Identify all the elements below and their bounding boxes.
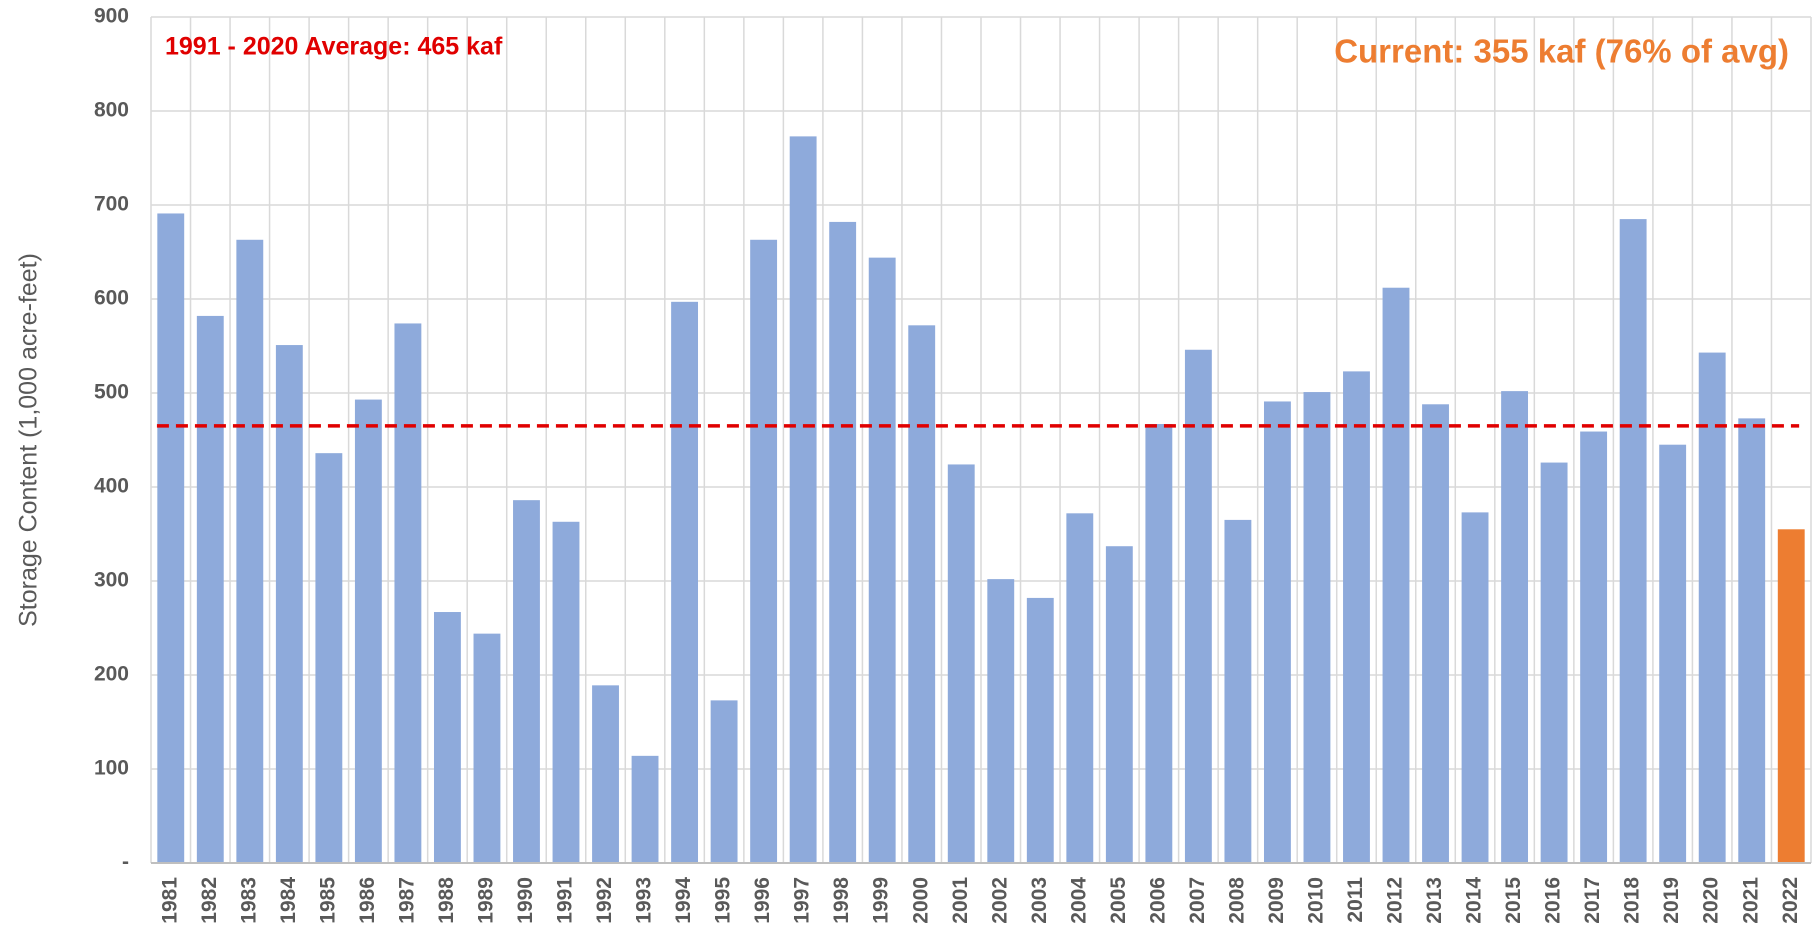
x-tick-label: 2009	[1265, 877, 1288, 924]
bar	[1422, 404, 1449, 863]
x-tick-label: 2010	[1304, 877, 1327, 924]
current-annotation: Current: 355 kaf (76% of avg)	[1334, 33, 1789, 70]
bar	[513, 500, 540, 863]
y-tick-label: 100	[94, 757, 129, 780]
x-tick-label: 2022	[1779, 877, 1802, 924]
bar	[868, 257, 896, 863]
x-tick-label: 2008	[1225, 877, 1248, 924]
average-label: 1991 - 2020 Average: 465 kaf	[165, 33, 503, 61]
bar	[1540, 462, 1568, 863]
bar	[275, 345, 303, 863]
bar	[908, 325, 936, 863]
y-tick-label: 200	[94, 663, 129, 686]
x-tick-label: 1998	[830, 877, 853, 924]
bar	[1343, 371, 1370, 863]
x-tick-label: 2021	[1739, 877, 1762, 924]
x-tick-label: 2007	[1186, 877, 1209, 924]
bar	[1461, 512, 1489, 863]
bar	[592, 685, 619, 863]
x-tick-label: 2004	[1067, 877, 1090, 924]
x-tick-label: 1992	[593, 877, 616, 924]
bar	[1105, 546, 1133, 863]
bar	[1263, 401, 1291, 863]
x-tick-label: 2002	[988, 877, 1011, 924]
x-tick-label: 2016	[1542, 877, 1565, 924]
x-tick-label: 1991	[554, 877, 577, 924]
x-tick-label: 1981	[158, 877, 181, 924]
x-tick-label: 1996	[751, 877, 774, 924]
bar	[1382, 287, 1410, 864]
bar	[1619, 219, 1647, 864]
x-tick-label: 2018	[1621, 877, 1644, 924]
y-tick-label: 500	[94, 381, 129, 404]
y-tick-label: 300	[94, 569, 129, 592]
x-tick-label: 1994	[672, 877, 695, 924]
bar	[552, 521, 580, 863]
x-tick-label: 1982	[198, 877, 221, 924]
bar	[750, 239, 778, 863]
x-tick-label: 2019	[1660, 877, 1683, 924]
bar	[1580, 431, 1608, 863]
x-tick-label: 2012	[1384, 877, 1407, 924]
bar	[1501, 391, 1529, 863]
y-tick-label: 600	[94, 287, 129, 310]
x-tick-label: 2003	[1028, 877, 1051, 924]
bar	[196, 315, 224, 863]
y-tick-label: -	[122, 851, 129, 874]
x-tick-label: 1987	[395, 877, 418, 924]
bar	[947, 464, 975, 863]
x-tick-label: 2001	[949, 877, 972, 924]
bar	[315, 453, 343, 863]
bar	[1738, 418, 1766, 863]
bar	[671, 301, 699, 863]
bar	[1224, 519, 1252, 863]
y-tick-label: 900	[94, 5, 129, 28]
x-tick-label: 1999	[870, 877, 893, 924]
x-tick-label: 1989	[474, 877, 497, 924]
x-tick-label: 1985	[316, 877, 339, 924]
bar	[710, 700, 738, 863]
y-tick-label: 800	[94, 99, 129, 122]
x-tick-label: 1988	[435, 877, 458, 924]
x-tick-label: 2020	[1700, 877, 1723, 924]
bar	[1145, 424, 1173, 863]
x-tick-label: 2000	[909, 877, 932, 924]
x-tick-label: 1993	[633, 877, 656, 924]
bar	[829, 221, 857, 864]
x-tick-label: 2014	[1463, 877, 1486, 924]
bar	[433, 612, 461, 863]
x-tick-label: 1983	[237, 877, 260, 924]
bar	[1303, 392, 1331, 863]
y-tick-label: 400	[94, 475, 129, 498]
x-tick-label: 2013	[1423, 877, 1446, 924]
bar	[236, 239, 264, 863]
x-tick-label: 1990	[514, 877, 537, 924]
y-axis-label: Storage Content (1,000 acre-feet)	[15, 253, 43, 627]
bar	[473, 633, 501, 863]
bar	[157, 213, 185, 863]
x-tick-label: 2011	[1344, 877, 1367, 923]
bar	[394, 323, 422, 863]
bar	[987, 579, 1015, 863]
x-tick-label: 2006	[1146, 877, 1169, 924]
x-tick-label: 2005	[1107, 877, 1130, 924]
bar	[1066, 513, 1094, 863]
bar	[1026, 597, 1054, 863]
x-tick-label: 2015	[1502, 877, 1525, 924]
x-tick-label: 1995	[712, 877, 735, 924]
bar	[631, 755, 659, 863]
bar	[1184, 349, 1212, 863]
y-tick-label: 700	[94, 193, 129, 216]
x-tick-label: 1997	[791, 877, 814, 924]
x-tick-label: 2017	[1581, 877, 1604, 924]
bar	[1659, 444, 1687, 863]
bar	[354, 399, 382, 863]
x-tick-label: 1984	[277, 877, 300, 924]
bar	[1777, 529, 1805, 863]
x-tick-label: 1986	[356, 877, 379, 924]
bar	[789, 136, 817, 863]
bar	[1698, 352, 1726, 863]
